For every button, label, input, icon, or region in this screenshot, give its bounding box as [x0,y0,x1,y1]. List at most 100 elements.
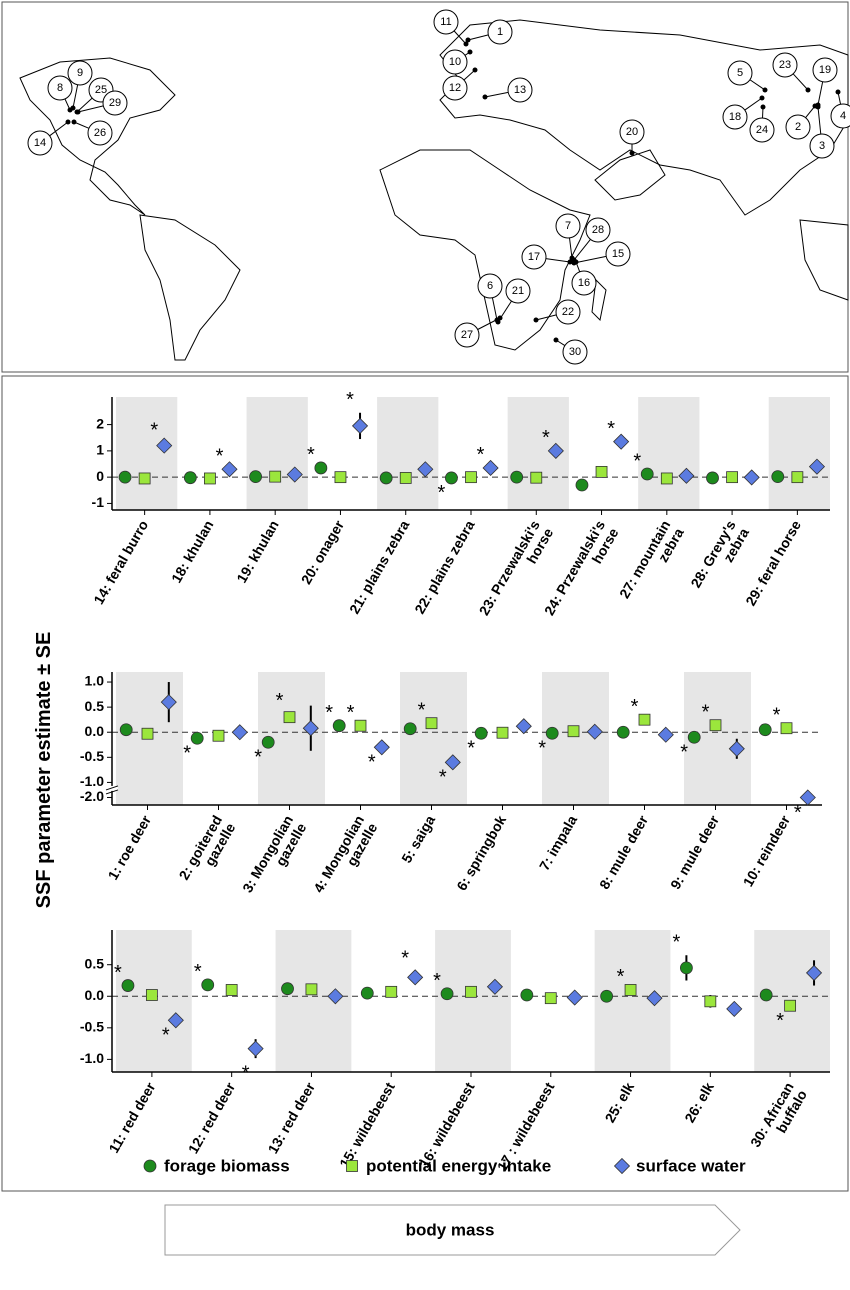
category-band [638,397,699,510]
site-label: 4 [840,110,846,122]
data-point [568,726,579,737]
significance-mark: * [114,962,122,984]
y-tick-label: 1 [96,442,104,458]
significance-mark: * [702,701,710,723]
significance-mark: * [538,738,546,760]
site-point [836,90,841,95]
data-point [120,724,132,736]
site-label: 16 [578,277,590,289]
site-label: 18 [729,111,741,123]
data-point [792,472,803,483]
site-point [473,68,478,73]
significance-mark: * [467,738,475,760]
y-tick-label: -1.0 [80,773,104,789]
significance-mark: * [194,961,202,983]
site-point [483,95,488,100]
y-tick-label: -1.0 [80,1050,104,1066]
category-band [377,397,438,510]
data-point [262,736,274,748]
site-point [554,338,559,343]
data-point [445,472,457,484]
category-band [769,397,830,510]
data-point [707,472,719,484]
site-label: 30 [569,346,581,358]
site-label: 28 [592,224,604,236]
site-label: 15 [612,248,624,260]
data-point [576,479,588,491]
data-point [204,473,215,484]
site-label: 21 [512,285,524,297]
site-point [498,316,503,321]
category-band [116,930,192,1072]
site-point [464,42,469,47]
data-point [760,989,772,1001]
site-point [761,105,766,110]
data-point [284,712,295,723]
site-label: 27 [461,329,473,341]
site-label: 19 [819,64,831,76]
significance-mark: * [254,747,262,769]
site-point [66,120,71,125]
significance-mark: * [439,767,447,789]
significance-mark: * [242,1062,250,1084]
site-label: 23 [779,59,791,71]
significance-mark: * [607,418,615,440]
site-label: 1 [497,26,503,38]
data-point [213,730,224,741]
y-tick-label: 0 [96,468,104,484]
data-point [282,983,294,995]
site-label: 5 [737,67,743,79]
y-tick-label: 0.0 [85,987,105,1003]
site-point [816,103,821,108]
significance-mark: * [325,702,333,724]
data-point [545,993,556,1004]
significance-mark: * [680,742,688,764]
data-point [531,472,542,483]
site-point [534,318,539,323]
site-label: 10 [449,56,461,68]
significance-mark: * [776,1010,784,1032]
data-point [361,987,373,999]
data-point [380,472,392,484]
significance-mark: * [633,450,641,472]
legend-label: potential energy intake [366,1156,551,1175]
data-point [661,473,672,484]
category-band [435,930,511,1072]
site-point [806,88,811,93]
legend-label: surface water [636,1156,746,1175]
significance-mark: * [631,696,639,718]
site-point [468,50,473,55]
y-tick-label: 2 [96,415,104,431]
data-point [139,473,150,484]
data-point [466,986,477,997]
data-point [625,984,636,995]
data-point [710,720,721,731]
data-point [759,724,771,736]
site-label: 13 [514,84,526,96]
y-tick-label: 0.5 [85,955,105,971]
data-point [333,720,345,732]
data-point [475,727,487,739]
data-point [680,962,692,974]
data-point [617,726,629,738]
data-point [441,988,453,1000]
significance-mark: * [346,389,354,411]
significance-mark: * [542,427,550,449]
category-band [247,397,308,510]
data-point [772,471,784,483]
data-point [688,731,700,743]
site-label: 25 [95,84,107,96]
site-label: 26 [94,127,106,139]
data-point [497,727,508,738]
data-point [191,732,203,744]
data-point [146,990,157,1001]
site-label: 20 [626,126,638,138]
data-point [270,471,281,482]
data-point [315,462,327,474]
site-point [71,106,76,111]
data-point [404,723,416,735]
data-point [335,472,346,483]
significance-mark: * [276,690,284,712]
data-point [601,990,613,1002]
